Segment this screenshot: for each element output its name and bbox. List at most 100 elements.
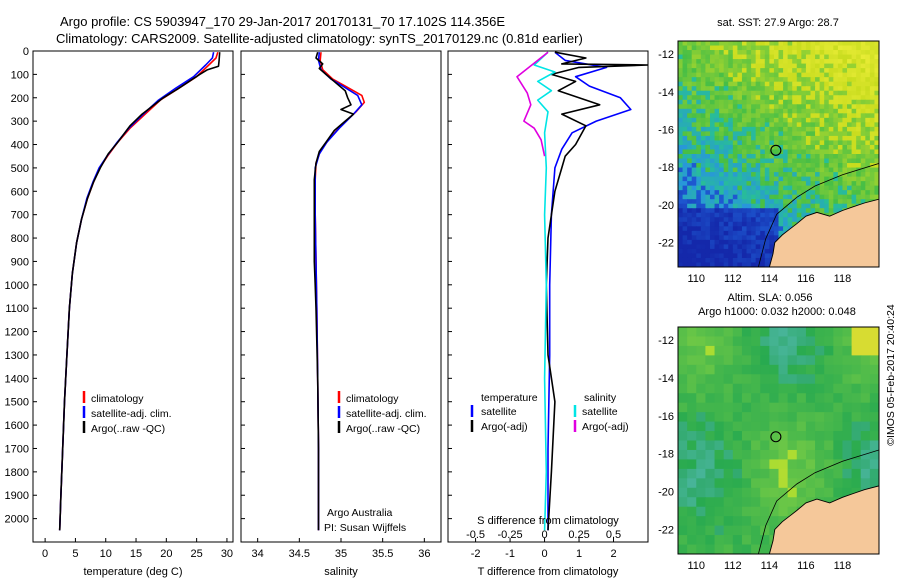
map-cell bbox=[696, 208, 702, 214]
map-cell bbox=[714, 113, 720, 119]
map-cell bbox=[751, 199, 757, 205]
map-cell bbox=[865, 90, 871, 96]
map-cell bbox=[741, 336, 752, 347]
map-cell bbox=[714, 217, 720, 223]
map-cell bbox=[705, 412, 716, 423]
map-cell bbox=[741, 217, 748, 223]
y-tick-label: 300 bbox=[11, 116, 29, 128]
map-cell bbox=[705, 181, 711, 187]
map-cell bbox=[815, 108, 821, 114]
map-cell bbox=[682, 77, 688, 83]
map-cell bbox=[737, 77, 743, 83]
map-cell bbox=[815, 154, 821, 160]
map-cell bbox=[741, 431, 752, 442]
map-cell bbox=[714, 327, 725, 338]
map-cell bbox=[719, 72, 725, 78]
map-cell bbox=[787, 90, 793, 96]
map-cell bbox=[796, 122, 802, 128]
map-cell bbox=[869, 144, 876, 151]
map-cell bbox=[824, 459, 834, 470]
map-cell bbox=[755, 126, 761, 132]
map-cell bbox=[696, 383, 707, 394]
map-cell bbox=[828, 190, 834, 196]
map-cell bbox=[783, 208, 789, 214]
map-cell bbox=[728, 212, 734, 218]
map-x-tick-label: 118 bbox=[834, 273, 852, 285]
map-cell bbox=[819, 140, 825, 146]
map-cell bbox=[856, 63, 862, 69]
map-cell bbox=[696, 167, 702, 173]
map-cell bbox=[696, 149, 702, 155]
map-cell bbox=[714, 239, 720, 245]
map-cell bbox=[874, 172, 879, 178]
map-cell bbox=[696, 172, 702, 178]
map-cell bbox=[792, 81, 798, 87]
map-cell bbox=[723, 135, 729, 142]
map-cell bbox=[869, 383, 879, 394]
map-cell bbox=[741, 516, 752, 527]
map-cell bbox=[705, 99, 711, 105]
map-cell bbox=[678, 45, 684, 51]
map-cell bbox=[732, 244, 738, 250]
temperature-panel-frame bbox=[32, 50, 234, 543]
map-cell bbox=[696, 478, 707, 489]
map-cell bbox=[778, 190, 784, 196]
sla-map-title: Altim. SLA: 0.056 bbox=[728, 292, 813, 304]
x2-tick-label: -0.5 bbox=[466, 529, 485, 541]
map-cell bbox=[805, 421, 816, 432]
map-cell bbox=[751, 336, 761, 347]
map-cell bbox=[815, 135, 821, 142]
map-cell bbox=[760, 393, 770, 404]
map-cell bbox=[815, 167, 821, 173]
map-cell bbox=[709, 90, 716, 96]
map-cell bbox=[700, 217, 707, 223]
map-cell bbox=[769, 185, 775, 191]
map-cell bbox=[778, 212, 784, 218]
map-cell bbox=[764, 68, 770, 74]
map-cell bbox=[805, 72, 812, 78]
map-cell bbox=[833, 327, 844, 338]
map-cell bbox=[678, 421, 688, 432]
map-cell bbox=[842, 412, 853, 423]
map-cell bbox=[751, 440, 761, 451]
map-cell bbox=[755, 172, 761, 178]
map-cell bbox=[728, 144, 734, 151]
series-line bbox=[533, 51, 556, 531]
x-tick-label: 10 bbox=[100, 548, 112, 560]
map-cell bbox=[751, 226, 757, 232]
map-cell bbox=[741, 54, 748, 60]
map-cell bbox=[682, 194, 688, 200]
map-cell bbox=[769, 327, 780, 338]
map-cell bbox=[874, 41, 879, 47]
map-cell bbox=[805, 374, 816, 385]
map-cell bbox=[705, 525, 716, 536]
map-cell bbox=[856, 95, 862, 101]
map-cell bbox=[769, 45, 775, 51]
map-cell bbox=[851, 393, 862, 404]
map-cell bbox=[837, 59, 844, 65]
map-cell bbox=[714, 167, 720, 173]
map-cell bbox=[842, 77, 848, 83]
map-cell bbox=[824, 203, 830, 209]
map-cell bbox=[856, 72, 862, 78]
map-cell bbox=[728, 248, 734, 255]
x-tick-label: 30 bbox=[221, 548, 233, 560]
map-cell bbox=[678, 487, 688, 498]
map-cell bbox=[787, 54, 793, 60]
map-cell bbox=[755, 203, 761, 209]
map-cell bbox=[687, 185, 693, 191]
map-cell bbox=[678, 431, 688, 442]
map-cell bbox=[842, 135, 848, 142]
map-cell bbox=[696, 327, 707, 338]
map-cell bbox=[705, 468, 716, 479]
map-cell bbox=[833, 176, 839, 182]
map-cell bbox=[691, 208, 697, 214]
map-cell bbox=[732, 217, 738, 223]
map-cell bbox=[687, 217, 693, 223]
map-cell bbox=[869, 149, 876, 155]
map-cell bbox=[696, 185, 702, 191]
map-cell bbox=[687, 54, 693, 60]
map-cell bbox=[696, 374, 707, 385]
map-cell bbox=[705, 393, 716, 404]
map-cell bbox=[719, 203, 725, 209]
